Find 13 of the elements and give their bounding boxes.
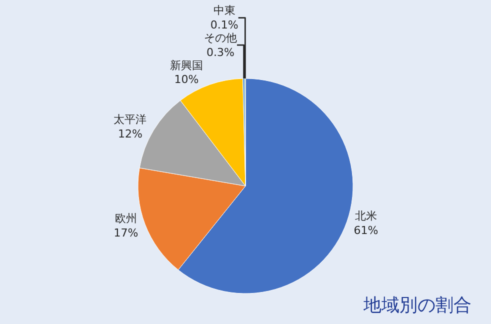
data-label: 12% (118, 127, 142, 140)
text: 地域別の割合 (362, 295, 472, 316)
data-label: 61% (354, 224, 378, 237)
slice-label: 中東 (213, 4, 236, 18)
slice-label: 欧州 (114, 212, 137, 226)
data-label: 10% (174, 73, 199, 86)
slice-label: 北米 (354, 210, 377, 222)
slice-label: 太平洋 (114, 113, 147, 126)
data-label: 0.3% (206, 46, 234, 59)
data-label: 0.1% (210, 18, 238, 32)
data-label: 17% (114, 226, 138, 240)
slice-label: 新興国 (170, 58, 204, 72)
slice-label: その他 (204, 31, 237, 44)
